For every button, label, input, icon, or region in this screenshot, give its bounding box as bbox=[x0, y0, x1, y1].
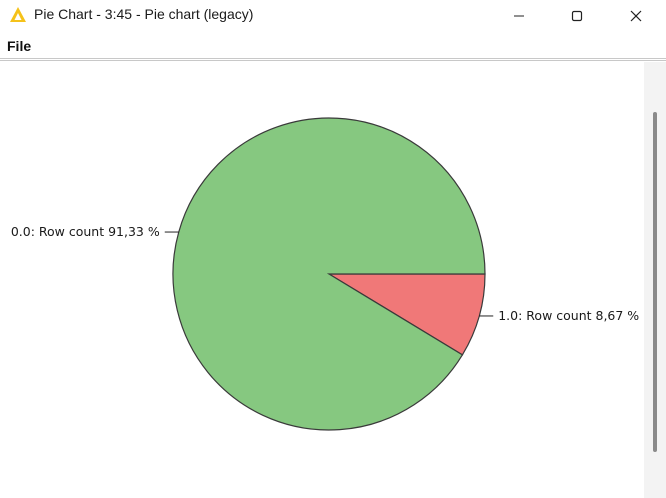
scroll-thumb[interactable] bbox=[653, 112, 657, 452]
window-title: Pie Chart - 3:45 - Pie chart (legacy) bbox=[34, 6, 254, 22]
chart-panel: 1.0: Row count 8,67 % 0.0: Row count 91,3… bbox=[0, 62, 644, 498]
maximize-icon bbox=[571, 10, 583, 22]
menu-bar: File bbox=[0, 32, 666, 58]
close-button[interactable] bbox=[613, 0, 659, 32]
pie-chart: 1.0: Row count 8,67 % 0.0: Row count 91,3… bbox=[11, 117, 639, 431]
minimize-button[interactable] bbox=[496, 0, 542, 32]
slice-label-1.0: 1.0: Row count 8,67 % bbox=[498, 308, 639, 323]
menu-file[interactable]: File bbox=[7, 38, 32, 54]
maximize-button[interactable] bbox=[554, 0, 600, 32]
slice-label-0.0: 0.0: Row count 91,33 % bbox=[11, 224, 160, 239]
pie-slices bbox=[172, 117, 486, 431]
menu-divider bbox=[0, 58, 666, 59]
pie-labels: 1.0: Row count 8,67 % 0.0: Row count 91,3… bbox=[11, 224, 639, 323]
close-icon bbox=[630, 10, 642, 22]
menu-divider-lower bbox=[0, 60, 666, 61]
pie-slice-0.0 bbox=[172, 117, 486, 431]
pie-slice-1.0 bbox=[326, 273, 486, 356]
minimize-icon bbox=[514, 15, 524, 17]
vertical-scrollbar[interactable] bbox=[644, 62, 666, 498]
title-bar: Pie Chart - 3:45 - Pie chart (legacy) bbox=[0, 0, 666, 32]
knime-triangle-icon bbox=[9, 6, 27, 24]
